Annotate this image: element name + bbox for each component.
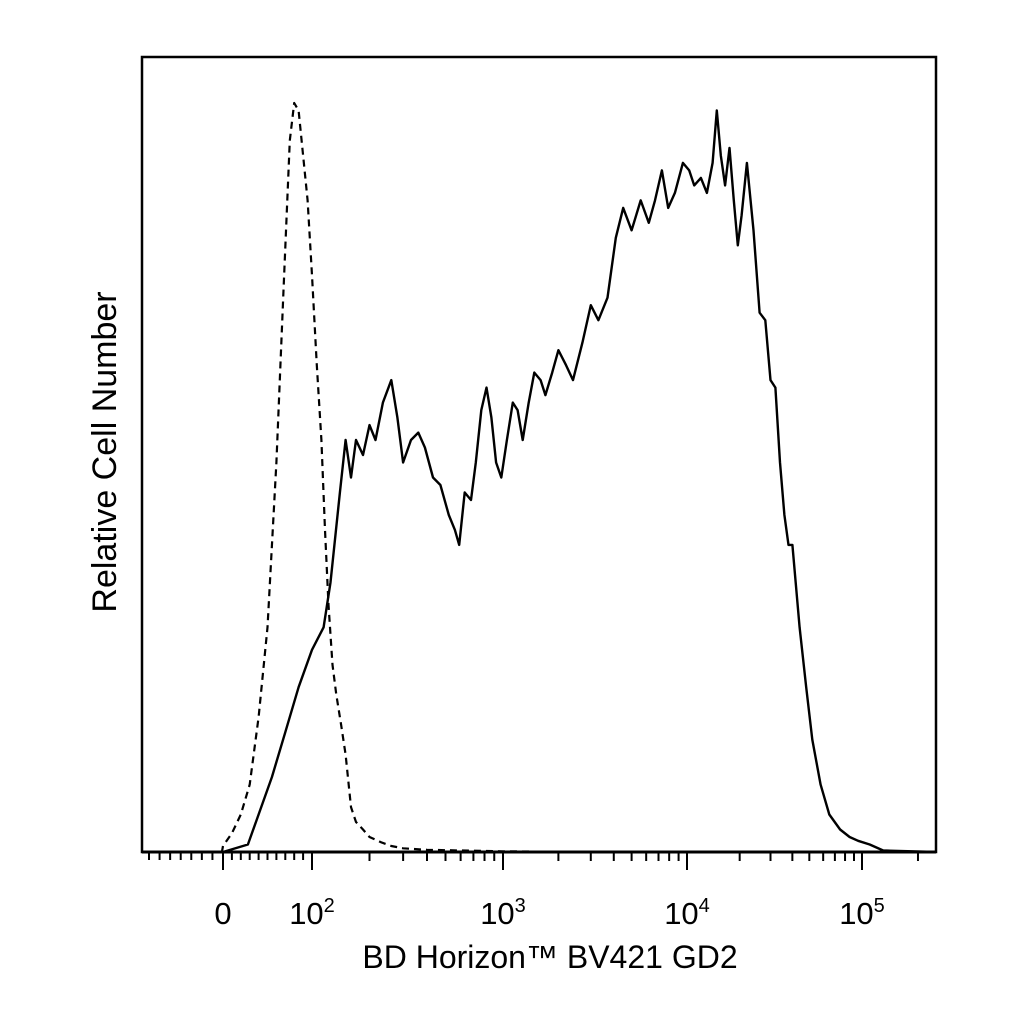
series-layer bbox=[142, 101, 937, 854]
x-tick-label: 104 bbox=[664, 895, 710, 931]
y-axis-label: Relative Cell Number bbox=[86, 291, 124, 612]
series-line-dashed bbox=[149, 101, 936, 854]
x-tick-label: 102 bbox=[289, 895, 335, 931]
x-tick-label: 0 bbox=[214, 896, 231, 931]
series-line-solid bbox=[222, 109, 937, 854]
plot-frame bbox=[140, 55, 938, 854]
x-tick-label: 103 bbox=[480, 895, 526, 931]
x-tick-label: 105 bbox=[839, 895, 885, 931]
x-axis-label: BD Horizon™ BV421 GD2 bbox=[362, 939, 737, 975]
x-axis-tick-labels: 0 102 103 104 105 bbox=[214, 895, 884, 931]
x-axis-ticks bbox=[148, 852, 919, 870]
